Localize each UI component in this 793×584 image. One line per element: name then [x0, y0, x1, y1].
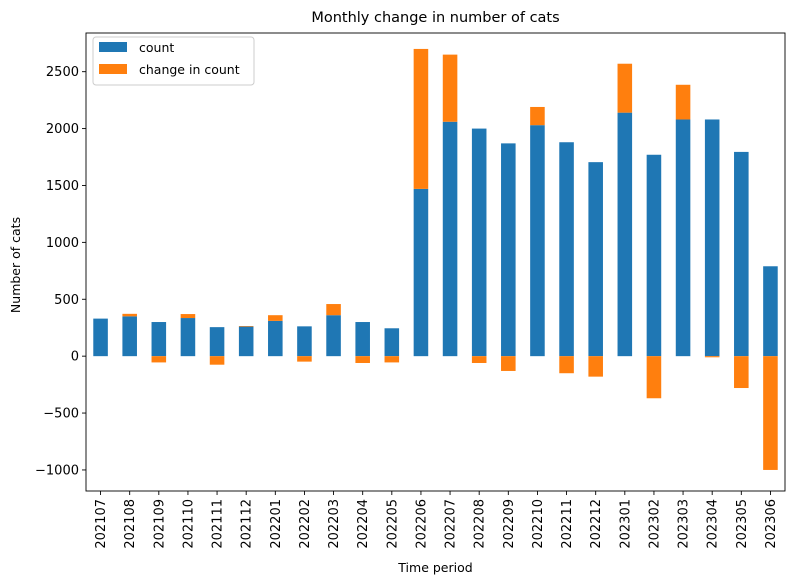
- x-tick-label: 202205: [385, 499, 400, 549]
- bar-change-202208: [471, 356, 487, 363]
- bar-change-202202: [297, 356, 312, 362]
- bar-change-202306: [763, 356, 778, 470]
- bar-count-202211: [559, 142, 574, 357]
- bar-count-202205: [384, 328, 400, 357]
- bar-change-202112: [238, 326, 254, 327]
- x-tick-label: 202210: [531, 499, 546, 549]
- bar-change-202301: [617, 63, 633, 113]
- x-tick-label: 202109: [152, 499, 167, 549]
- chart-title: Monthly change in number of cats: [311, 10, 559, 26]
- x-tick-label: 202204: [356, 499, 371, 549]
- x-tick-label: 202206: [414, 499, 429, 549]
- bar-change-202212: [588, 356, 603, 377]
- legend-label-1: change in count: [139, 62, 240, 77]
- y-tick-label: 1500: [46, 179, 79, 194]
- bar-change-202111: [209, 356, 225, 365]
- bar-count-202303: [675, 119, 691, 357]
- x-tick-label: 202212: [589, 499, 604, 549]
- legend: count change in count: [92, 36, 255, 86]
- bar-change-202210: [530, 106, 545, 126]
- x-tick-label: 202107: [94, 499, 109, 549]
- bar-change-202109: [151, 356, 167, 363]
- bar-count-202110: [180, 318, 196, 357]
- legend-swatch-0: [99, 42, 127, 52]
- bar-change-202206: [413, 48, 429, 189]
- y-tick-label: 500: [54, 293, 79, 308]
- x-tick-label: 202208: [473, 499, 488, 549]
- bar-count-202201: [268, 320, 283, 357]
- bar-count-202108: [122, 316, 137, 357]
- x-tick-label: 202305: [735, 499, 750, 549]
- bar-change-202204: [355, 356, 370, 363]
- bar-change-202110: [180, 314, 196, 319]
- x-tick-label: 202302: [647, 499, 662, 549]
- bar-count-202305: [734, 151, 749, 357]
- bar-change-202305: [734, 356, 749, 389]
- bar-count-202304: [704, 119, 720, 357]
- x-tick-label: 202202: [298, 499, 313, 549]
- bar-count-202210: [530, 125, 545, 357]
- y-tick-label: 1000: [46, 236, 79, 251]
- bar-count-202207: [442, 121, 458, 357]
- bar-count-202112: [238, 326, 254, 357]
- x-axis-label: Time period: [397, 560, 472, 575]
- x-tick-label: 202201: [269, 499, 284, 549]
- y-tick-label: 0: [71, 350, 79, 365]
- bar-count-202107: [93, 318, 108, 357]
- legend-label-0: count: [139, 40, 174, 55]
- bar-count-202212: [588, 162, 603, 357]
- bar-count-202302: [646, 154, 662, 357]
- legend-box: [92, 36, 255, 86]
- bar-count-202202: [297, 326, 312, 357]
- x-tick-label: 202111: [211, 499, 226, 549]
- x-tick-label: 202211: [560, 499, 575, 549]
- x-tick-label: 202209: [502, 499, 517, 549]
- axes-frame: [85, 32, 786, 492]
- x-tick-label: 202203: [327, 499, 342, 549]
- bar-count-202109: [151, 322, 167, 357]
- x-tick-label: 202301: [618, 499, 633, 549]
- bar-count-202209: [501, 143, 516, 357]
- plot-area: −1000 −500 0 500 1000 1500 2000 2500 202107 20210…: [35, 32, 786, 549]
- y-tick-label: 2000: [46, 122, 79, 137]
- bar-change-202209: [501, 356, 516, 371]
- bar-change-202201: [268, 315, 283, 321]
- x-tick-label: 202303: [677, 499, 692, 549]
- bar-change-202207: [442, 54, 458, 122]
- x-tick-label: 202304: [706, 499, 721, 549]
- legend-swatch-1: [99, 64, 127, 74]
- x-tick-label: 202207: [444, 499, 459, 549]
- bar-change-202303: [675, 84, 691, 120]
- bar-count-202301: [617, 112, 633, 357]
- bar-count-202111: [209, 327, 225, 357]
- bar-count-202206: [413, 188, 429, 357]
- x-tick-label: 202306: [764, 499, 779, 549]
- y-tick-label: −1000: [35, 463, 79, 478]
- bar-count-202208: [471, 128, 487, 357]
- bar-count-202203: [326, 315, 341, 357]
- y-tick-label: −500: [43, 407, 79, 422]
- x-tick-label: 202108: [123, 499, 138, 549]
- x-tick-label: 202110: [181, 499, 196, 549]
- bar-change-202205: [384, 356, 400, 363]
- y-axis-label: Number of cats: [8, 217, 23, 313]
- bar-change-202304: [704, 356, 720, 358]
- y-tick-label: 2500: [46, 65, 79, 80]
- bar-change-202203: [326, 304, 341, 316]
- bar-count-202306: [763, 266, 778, 357]
- x-tick-label: 202112: [240, 499, 255, 549]
- bar-change-202302: [646, 356, 662, 399]
- bar-change-202211: [559, 356, 574, 374]
- bar-change-202108: [122, 313, 137, 317]
- bar-count-202204: [355, 322, 370, 357]
